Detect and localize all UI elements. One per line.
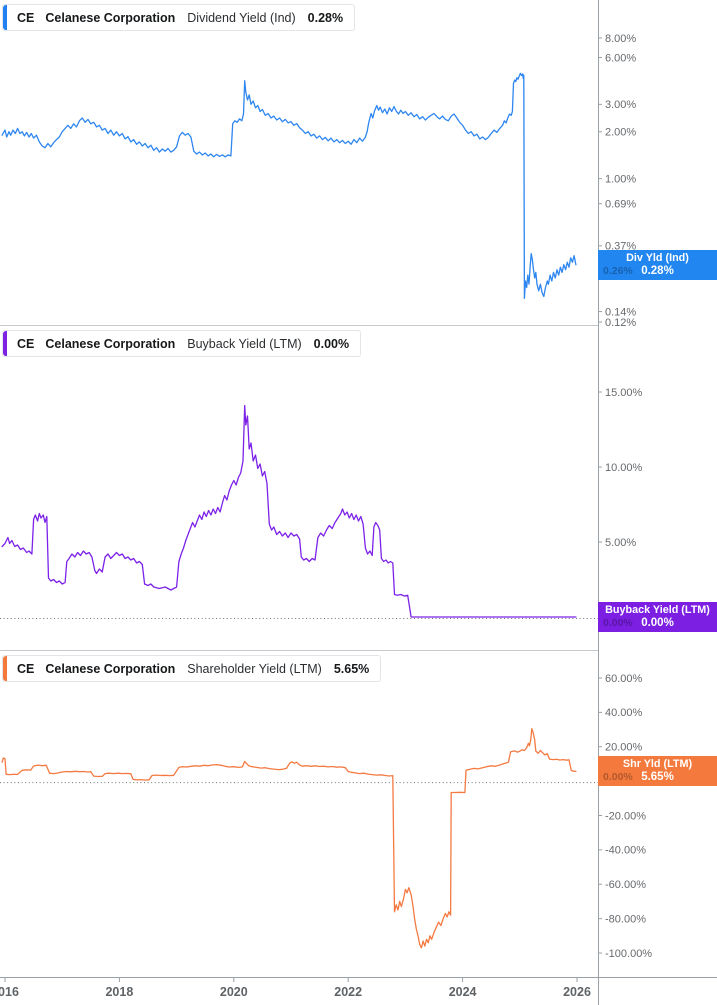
legend-accent-bar xyxy=(3,5,7,30)
y-axis-tick-label: -60.00% xyxy=(605,879,646,891)
y-axis-tick-label: 0.12% xyxy=(605,317,636,329)
axis-value-badge-div-yld: Div Yld (Ind) 0.28% 0.26% xyxy=(598,250,717,280)
y-axis-tick-label: -80.00% xyxy=(605,913,646,925)
overlapped-tick-label: 0.00% xyxy=(603,771,633,784)
x-axis-tick-label: 2022 xyxy=(334,985,362,999)
badge-label: Shr Yld (LTM) xyxy=(622,757,693,770)
axis-value-badge-shr-yld: Shr Yld (LTM) 5.65% 0.00% xyxy=(598,756,717,786)
series-line-1 xyxy=(1,72,577,300)
company-label: Celanese Corporation xyxy=(45,10,176,25)
x-axis-tick-label: 2026 xyxy=(563,985,591,999)
legend-accent-bar xyxy=(3,656,7,681)
metric-label: Dividend Yield (Ind) xyxy=(187,10,296,25)
ticker-label: CE xyxy=(17,10,35,25)
y-axis-tick-label: 5.00% xyxy=(605,537,636,549)
x-axis-tick-label: 2024 xyxy=(449,985,477,999)
legend-shareholder-yield[interactable]: CE Celanese Corporation Shareholder Yiel… xyxy=(2,655,382,682)
series-line-2 xyxy=(1,404,577,618)
y-axis-tick-label: 0.14% xyxy=(605,306,636,318)
axis-value-badge-buyback-yld: Buyback Yield (LTM) 0.00% 0.00% xyxy=(598,602,717,632)
y-axis-tick-label: 1.00% xyxy=(605,173,636,185)
y-axis-tick-label: 20.00% xyxy=(605,742,643,754)
metric-label: Shareholder Yield (LTM) xyxy=(187,661,322,676)
y-axis-tick-label: 60.00% xyxy=(605,673,643,685)
y-axis-tick-label: -20.00% xyxy=(605,810,646,822)
legend-buyback-yield[interactable]: CE Celanese Corporation Buyback Yield (L… xyxy=(2,330,362,357)
overlapped-tick-label: 0.00% xyxy=(603,617,633,630)
metric-value: 0.28% xyxy=(307,10,344,25)
y-axis-tick-label: 0.37% xyxy=(605,241,636,253)
legend-dividend-yield[interactable]: CE Celanese Corporation Dividend Yield (… xyxy=(2,4,356,31)
metric-value: 5.65% xyxy=(333,661,370,676)
badge-label: Div Yld (Ind) xyxy=(626,251,689,264)
y-axis-tick-label: 40.00% xyxy=(605,707,643,719)
ticker-label: CE xyxy=(17,336,35,351)
badge-value: 0.00% xyxy=(641,616,674,629)
badge-value: 0.28% xyxy=(641,264,674,277)
y-axis-tick-label: 3.00% xyxy=(605,99,636,111)
y-axis-tick-label: 10.00% xyxy=(605,462,643,474)
overlapped-tick-label: 0.26% xyxy=(603,265,633,278)
panel-1: 8.00% 6.00% 3.00% 2.00% 1.00% 0.69% 0.37% 0.14%… xyxy=(0,33,636,329)
company-label: Celanese Corporation xyxy=(45,336,176,351)
company-label: Celanese Corporation xyxy=(45,661,176,676)
panel-2: 15.00% 10.00% 5.00% xyxy=(0,387,643,651)
y-axis-tick-label: 15.00% xyxy=(605,387,643,399)
panel-3: 60.00% 40.00% 20.00% -20.00% -40.00% -60.00% -… xyxy=(0,673,652,960)
y-axis-tick-label: 8.00% xyxy=(605,33,636,45)
y-axis-tick-label: 0.69% xyxy=(605,199,636,211)
x-axis-tick-label: 2020 xyxy=(220,985,248,999)
legend-accent-bar xyxy=(3,331,7,356)
x-axis-tick-label: 2018 xyxy=(105,985,133,999)
y-axis-tick-label: 6.00% xyxy=(605,52,636,64)
y-axis-tick-label: -100.00% xyxy=(605,948,652,960)
ticker-label: CE xyxy=(17,661,35,676)
y-axis-tick-label: -40.00% xyxy=(605,845,646,857)
metric-label: Buyback Yield (LTM) xyxy=(187,336,302,351)
x-axis-tick-label: 2016 xyxy=(0,985,19,999)
series-line-3 xyxy=(1,728,577,949)
badge-value: 5.65% xyxy=(641,770,674,783)
badge-label: Buyback Yield (LTM) xyxy=(605,603,710,616)
metric-value: 0.00% xyxy=(313,336,350,351)
y-axis-tick-label: 2.00% xyxy=(605,127,636,139)
